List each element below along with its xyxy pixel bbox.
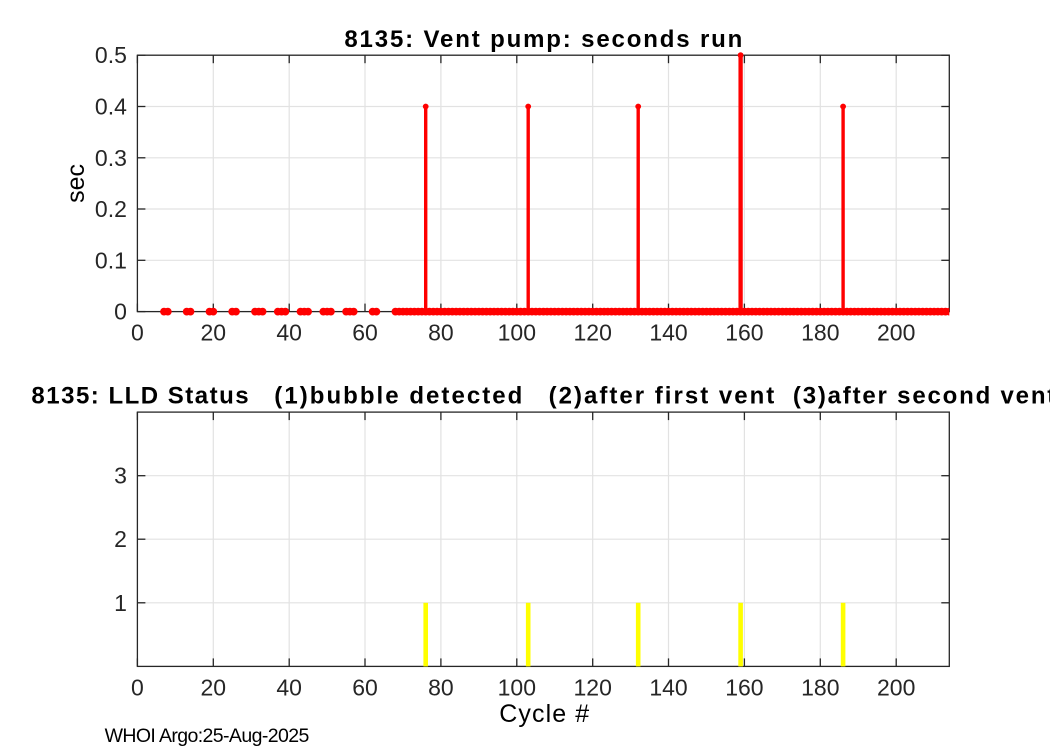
svg-text:160: 160 bbox=[725, 675, 763, 701]
svg-text:80: 80 bbox=[428, 319, 454, 345]
svg-text:WHOI Argo:25-Aug-2025: WHOI Argo:25-Aug-2025 bbox=[105, 725, 310, 747]
svg-text:0.2: 0.2 bbox=[95, 196, 127, 222]
svg-text:160: 160 bbox=[725, 319, 763, 345]
svg-text:0.1: 0.1 bbox=[95, 247, 127, 273]
svg-text:200: 200 bbox=[877, 675, 915, 701]
svg-text:(1)bubble detected: (1)bubble detected bbox=[274, 383, 522, 410]
svg-text:0.4: 0.4 bbox=[95, 94, 127, 120]
svg-text:60: 60 bbox=[352, 675, 378, 701]
svg-text:8135: LLD Status: 8135: LLD Status bbox=[31, 383, 248, 410]
svg-text:sec: sec bbox=[62, 164, 90, 203]
svg-text:100: 100 bbox=[498, 319, 536, 345]
svg-text:8135: Vent pump: seconds run: 8135: Vent pump: seconds run bbox=[344, 26, 742, 53]
svg-text:(2)after first vent: (2)after first vent bbox=[549, 383, 775, 410]
svg-text:200: 200 bbox=[877, 319, 915, 345]
svg-text:0.3: 0.3 bbox=[95, 145, 127, 171]
svg-text:120: 120 bbox=[574, 319, 612, 345]
svg-text:40: 40 bbox=[276, 675, 302, 701]
svg-text:0.5: 0.5 bbox=[95, 42, 127, 68]
svg-text:100: 100 bbox=[498, 675, 536, 701]
svg-text:120: 120 bbox=[574, 675, 612, 701]
svg-text:180: 180 bbox=[801, 319, 839, 345]
svg-text:1: 1 bbox=[114, 590, 127, 616]
svg-text:0: 0 bbox=[114, 299, 127, 325]
svg-text:80: 80 bbox=[428, 675, 454, 701]
svg-text:(3)after second vent: (3)after second vent bbox=[793, 383, 1050, 410]
svg-text:40: 40 bbox=[276, 319, 302, 345]
svg-text:3: 3 bbox=[114, 463, 127, 489]
svg-text:20: 20 bbox=[201, 319, 227, 345]
svg-text:180: 180 bbox=[801, 675, 839, 701]
svg-text:140: 140 bbox=[649, 319, 687, 345]
svg-text:20: 20 bbox=[201, 675, 227, 701]
svg-text:140: 140 bbox=[649, 675, 687, 701]
svg-text:Cycle #: Cycle # bbox=[499, 700, 589, 728]
svg-text:0: 0 bbox=[131, 675, 144, 701]
svg-text:60: 60 bbox=[352, 319, 378, 345]
svg-text:2: 2 bbox=[114, 526, 127, 552]
svg-text:0: 0 bbox=[131, 319, 144, 345]
